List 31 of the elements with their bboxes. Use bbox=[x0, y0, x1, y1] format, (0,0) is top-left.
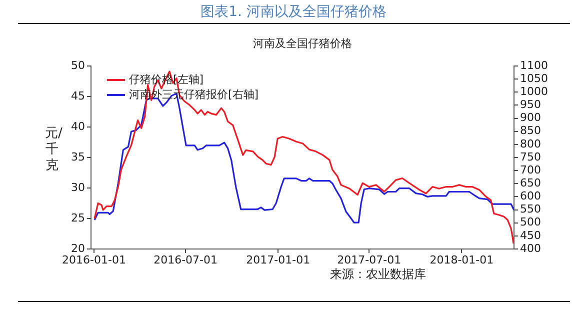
y-tick-label: 40 bbox=[71, 120, 85, 133]
x-tick-label: 2017-01-01 bbox=[246, 253, 310, 266]
y2-tick-label: 850 bbox=[520, 124, 541, 138]
y2-tick-label: 550 bbox=[520, 202, 541, 216]
y2-tick-label: 1050 bbox=[520, 72, 548, 85]
x-tick-label: 2016-01-01 bbox=[62, 253, 126, 266]
y2-tick-label: 400 bbox=[520, 242, 541, 255]
y2-tick-label: 1100 bbox=[520, 58, 548, 72]
y2-tick-label: 950 bbox=[520, 98, 541, 112]
y2-tick-label: 750 bbox=[520, 150, 541, 164]
y-axis-title: 元/千克 bbox=[45, 126, 62, 174]
x-tick-label: 2018-01-01 bbox=[430, 253, 494, 266]
y2-tick-label: 800 bbox=[520, 137, 541, 150]
y2-tick-label: 600 bbox=[520, 190, 541, 203]
y2-tick-label: 1000 bbox=[520, 85, 548, 98]
y-tick-label: 20 bbox=[71, 242, 85, 255]
chart-title: 图表1. 河南以及全国仔猪价格 bbox=[200, 3, 388, 21]
y-tick-label: 45 bbox=[71, 89, 85, 102]
x-tick-label: 2017-07-01 bbox=[337, 253, 402, 266]
x-tick-label: 2016-07-01 bbox=[154, 253, 218, 266]
y2-tick-label: 900 bbox=[520, 111, 541, 124]
y2-tick-label: 450 bbox=[520, 228, 541, 242]
y2-tick-label: 650 bbox=[520, 176, 541, 190]
chart-subtitle: 河南及全国仔猪价格 bbox=[252, 36, 353, 51]
y-tick-label: 35 bbox=[71, 150, 85, 164]
source-note: 来源：农业数据库 bbox=[330, 266, 426, 283]
y2-tick-label: 500 bbox=[520, 216, 541, 229]
y2-tick-label: 700 bbox=[520, 163, 541, 176]
y-tick-label: 50 bbox=[71, 58, 85, 72]
y-tick-label: 25 bbox=[71, 211, 85, 224]
y-tick-label: 30 bbox=[71, 180, 85, 194]
